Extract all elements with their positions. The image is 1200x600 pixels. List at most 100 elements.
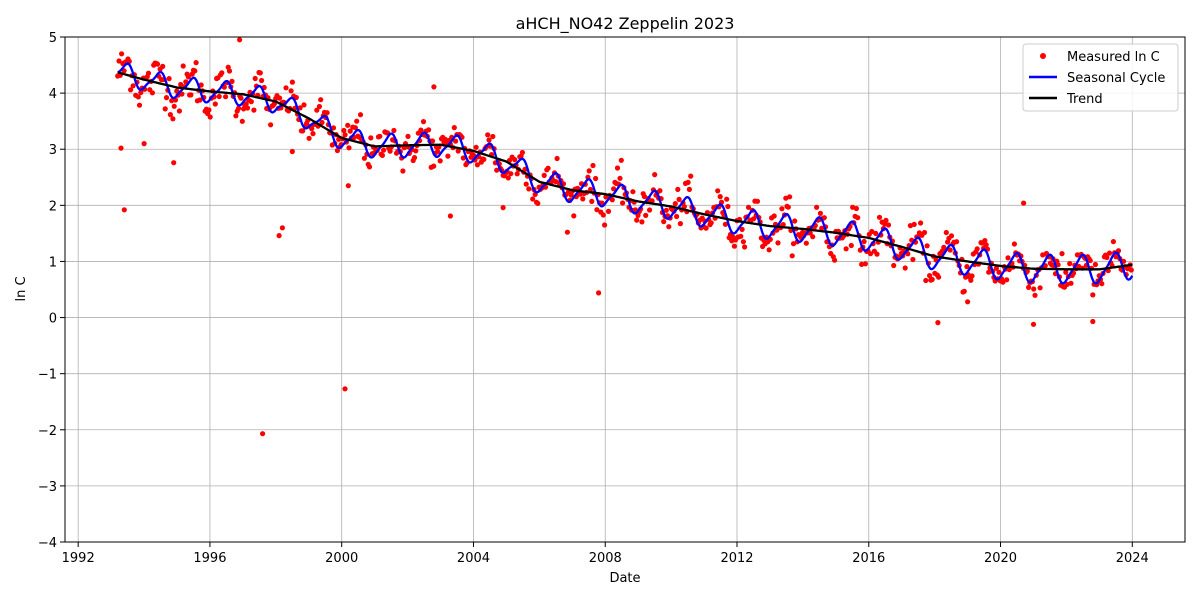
measured-point-outlier bbox=[1030, 321, 1037, 327]
measured-point bbox=[593, 175, 599, 182]
measured-point bbox=[535, 200, 541, 206]
measured-point bbox=[238, 95, 244, 101]
measured-point bbox=[505, 175, 511, 181]
measured-point bbox=[688, 173, 694, 179]
measured-point bbox=[451, 125, 457, 131]
measured-point bbox=[1064, 281, 1070, 287]
measured-point bbox=[587, 186, 594, 193]
measured-point-outlier bbox=[276, 233, 282, 239]
measured-point bbox=[473, 144, 479, 150]
measured-point bbox=[652, 172, 658, 178]
measured-point bbox=[803, 240, 809, 246]
measured-point bbox=[346, 145, 352, 151]
measured-point bbox=[243, 101, 249, 107]
measured-point bbox=[248, 99, 254, 105]
measured-point bbox=[1011, 241, 1018, 247]
measured-point bbox=[160, 63, 166, 69]
measured-point bbox=[969, 273, 975, 279]
measured-point bbox=[986, 269, 992, 275]
legend-label-trend: Trend bbox=[1066, 92, 1103, 107]
measured-point bbox=[193, 60, 199, 66]
measured-point bbox=[259, 77, 265, 84]
measured-point bbox=[717, 194, 723, 200]
measured-point bbox=[508, 171, 514, 177]
measured-point bbox=[861, 238, 867, 245]
measured-point bbox=[832, 257, 838, 263]
measured-point-outlier bbox=[935, 320, 941, 326]
measured-point bbox=[277, 95, 283, 101]
measured-point bbox=[722, 221, 729, 227]
measured-point bbox=[885, 222, 892, 228]
measured-point bbox=[324, 110, 330, 116]
measured-point bbox=[921, 229, 928, 236]
measured-point-outlier bbox=[279, 225, 285, 231]
measured-point bbox=[405, 133, 411, 139]
measured-point-outlier bbox=[171, 160, 177, 166]
measured-point bbox=[418, 127, 424, 133]
measured-point bbox=[855, 215, 861, 221]
measured-point-outlier bbox=[118, 145, 124, 151]
measured-point bbox=[954, 239, 960, 245]
measured-point bbox=[617, 175, 623, 181]
measured-point bbox=[891, 262, 897, 269]
trend-line bbox=[117, 71, 1133, 271]
measured-point bbox=[883, 217, 889, 223]
measured-point bbox=[676, 196, 682, 202]
measured-point bbox=[867, 251, 874, 257]
x-tick-label: 2012 bbox=[720, 551, 753, 566]
y-tick-label: 2 bbox=[49, 199, 57, 214]
measured-point bbox=[594, 207, 600, 213]
x-tick-label: 2004 bbox=[457, 551, 490, 566]
measured-point bbox=[785, 204, 791, 210]
measured-point bbox=[437, 158, 443, 164]
measured-point bbox=[848, 242, 854, 249]
measured-point bbox=[149, 90, 155, 96]
measured-point bbox=[251, 107, 257, 113]
measured-point bbox=[474, 162, 480, 168]
y-tick-label: −2 bbox=[38, 424, 57, 439]
measured-point bbox=[188, 92, 194, 98]
measured-point bbox=[703, 225, 709, 231]
measured-point bbox=[754, 198, 761, 204]
measured-point bbox=[192, 68, 198, 74]
measured-point bbox=[876, 214, 883, 220]
measured-point bbox=[948, 233, 955, 239]
plot-frame bbox=[64, 36, 1186, 543]
measured-point bbox=[1087, 257, 1093, 264]
measured-point bbox=[162, 106, 168, 112]
x-tick-label: 1996 bbox=[193, 551, 226, 566]
measured-point bbox=[821, 215, 827, 221]
measured-point bbox=[993, 265, 1000, 271]
measured-point bbox=[605, 208, 612, 214]
measured-point bbox=[927, 273, 933, 279]
measured-point bbox=[611, 186, 617, 192]
measured-point bbox=[411, 155, 418, 161]
measured-point bbox=[618, 157, 624, 163]
measured-point bbox=[739, 226, 745, 232]
measured-point bbox=[751, 216, 757, 222]
measured-point bbox=[1004, 277, 1010, 283]
measured-point bbox=[178, 81, 184, 88]
measured-point bbox=[490, 133, 496, 140]
measured-point bbox=[639, 219, 645, 225]
measured-point bbox=[366, 164, 373, 170]
measured-point bbox=[342, 132, 348, 138]
y-tick-label: 0 bbox=[49, 312, 57, 327]
measured-point bbox=[1092, 261, 1098, 268]
measured-point bbox=[589, 198, 595, 204]
measured-point bbox=[460, 155, 466, 161]
measured-point bbox=[130, 83, 136, 89]
measured-point bbox=[968, 277, 974, 283]
measured-point bbox=[310, 131, 316, 137]
y-tick-label: 3 bbox=[49, 143, 57, 158]
measured-point bbox=[902, 265, 908, 271]
measured-point-outlier bbox=[596, 290, 602, 296]
measured-point bbox=[775, 240, 781, 246]
measured-point bbox=[523, 181, 529, 187]
measured-point bbox=[554, 155, 560, 162]
measured-point bbox=[964, 264, 970, 270]
measured-point bbox=[219, 70, 225, 76]
measured-point bbox=[244, 105, 251, 111]
measured-point bbox=[742, 244, 748, 250]
